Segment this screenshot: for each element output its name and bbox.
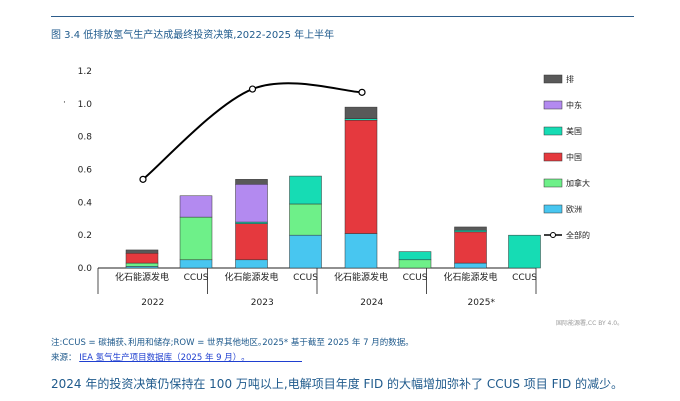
bar-segment-加拿大 [125, 262, 159, 267]
note-text: 注:CCUS = 碳捕获､利用和储存;ROW = 世界其他地区｡2025* 基于… [51, 338, 410, 348]
figure-title: 图 3.4 低排放氢气生产达成最终投资决策,2022-2025 年上半年 [51, 30, 335, 41]
bar-segment-欧洲 [289, 234, 322, 269]
credit-text: 国际能源署,CC BY 4.0｡ [556, 320, 621, 327]
legend-label: 全部的 [566, 230, 590, 240]
bar-segment-欧洲 [344, 233, 378, 269]
x-subcategory-label: 化石能源发电 [443, 271, 497, 283]
legend-label: 美国 [566, 126, 582, 136]
total-line-point [248, 85, 257, 93]
x-subcategory-label: 化石能源发电 [115, 271, 169, 283]
y-tick-label: 0.2 [78, 231, 92, 241]
x-subcategory-label: CCUS [403, 273, 428, 283]
bar-segment-中国 [454, 231, 487, 264]
bar-segment-中东 [179, 195, 213, 218]
total-line-point [139, 175, 147, 183]
bar-segment-欧洲 [235, 259, 268, 269]
legend-label: 中国 [566, 152, 582, 162]
y-tick-label: 0.6 [78, 166, 93, 176]
bar-segment-ROW [125, 249, 159, 254]
bar-segment-加拿大 [398, 259, 432, 269]
source-link[interactable]: IEA 氢气生产项目数据库（2025 年 9 月）｡ [79, 353, 246, 363]
legend-label: 排 [566, 74, 574, 84]
bar-segment-加拿大 [289, 203, 322, 236]
y-axis-marker: · [63, 98, 66, 108]
legend-label: 欧洲 [566, 204, 582, 214]
bar-segment-ROW [235, 179, 268, 185]
source-underline [164, 361, 302, 362]
bar-segment-欧洲 [454, 262, 487, 269]
y-tick-label: 0.0 [78, 264, 93, 274]
x-subcategory-label: CCUS [184, 273, 209, 283]
legend-label: 加拿大 [566, 178, 590, 188]
top-rule [51, 16, 634, 17]
y-tick-label: 1.2 [78, 67, 92, 77]
total-line [142, 82, 363, 181]
source-line: 来源： IEA 氢气生产项目数据库（2025 年 9 月）｡ [51, 351, 246, 363]
legend-swatch [543, 178, 563, 188]
total-line-point [358, 88, 366, 96]
legend-swatch [543, 204, 563, 214]
stacked-bar-chart: 0.0 0.2 0.4 0.6 0.8 1.0 1.2 · 化石能源发电 CCUS 2022 化石能源… [63, 67, 590, 308]
bar-segment-中国 [344, 120, 378, 234]
bar-segment-美国 [508, 234, 541, 269]
bar-segment-中东 [235, 184, 268, 223]
bar-segment-中国 [125, 252, 159, 264]
bar-segment-美国 [289, 175, 322, 205]
legend-line-marker [550, 232, 556, 238]
x-subcategory-label: CCUS [293, 273, 318, 283]
legend-swatch [543, 74, 563, 84]
x-subcategory-label: 化石能源发电 [224, 271, 278, 283]
y-tick-label: 1.0 [78, 100, 93, 110]
bar-segment-加拿大 [179, 216, 213, 261]
y-tick-label: 0.8 [78, 133, 93, 143]
x-group-label: 2023 [251, 298, 274, 308]
bar-segment-欧洲 [179, 259, 213, 269]
bar-segment-ROW [344, 106, 378, 119]
legend-swatch [543, 152, 563, 162]
legend-swatch [543, 126, 563, 136]
x-subcategory-label: 化石能源发电 [334, 271, 388, 283]
source-prefix: 来源： [51, 353, 77, 363]
x-group-label: 2025* [468, 298, 496, 308]
bar-segment-ROW [454, 226, 487, 231]
bar-segment-中国 [235, 223, 268, 261]
bar-segment-美国 [398, 251, 432, 261]
x-group-label: 2022 [141, 298, 164, 308]
legend-label: 中东 [566, 100, 582, 110]
caption-text: 2024 年的投资决策仍保持在 100 万吨以上,电解项目年度 FID 的大幅增… [51, 377, 618, 391]
x-group-label: 2024 [360, 298, 383, 308]
legend-swatch [543, 100, 563, 110]
y-tick-label: 0.4 [78, 198, 93, 208]
x-subcategory-label: CCUS [512, 273, 537, 283]
